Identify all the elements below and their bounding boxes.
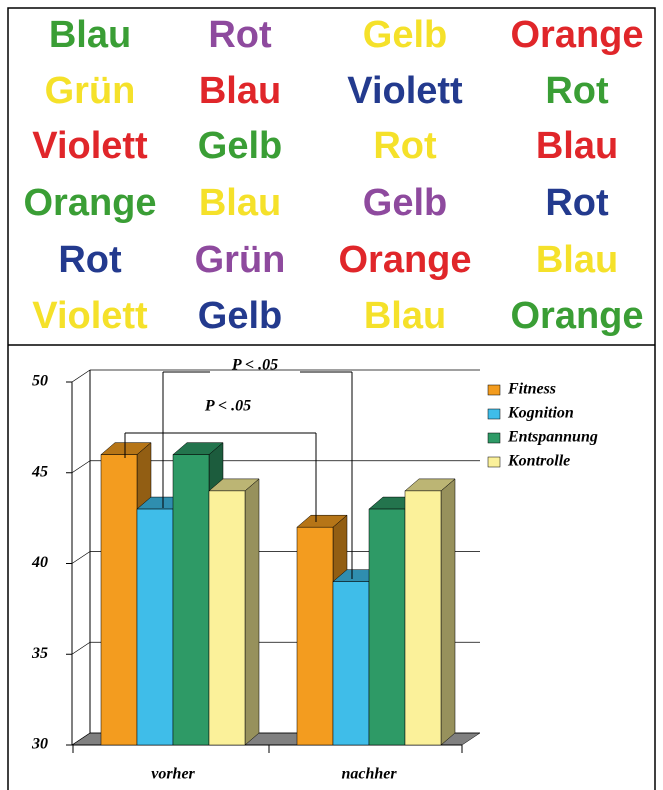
legend-swatch: [487, 432, 501, 444]
bar: [296, 526, 334, 746]
y-tick-label: 30: [31, 736, 48, 753]
word: Rot: [373, 125, 437, 167]
word: Blau: [536, 239, 618, 281]
word: Gelb: [363, 182, 447, 224]
bar: [208, 490, 246, 746]
word: Gelb: [198, 295, 282, 337]
word: Blau: [364, 295, 446, 337]
y-tick-label: 45: [31, 463, 48, 480]
bar: [332, 581, 370, 746]
word: Orange: [510, 295, 643, 337]
y-tick-label: 50: [32, 373, 48, 390]
word: Orange: [510, 14, 643, 56]
legend-label: Kontrolle: [507, 453, 570, 470]
word: Orange: [23, 182, 156, 224]
word: Violett: [32, 125, 148, 167]
annotation: P < .05: [231, 357, 278, 374]
annotation: P < .05: [204, 398, 251, 415]
word: Gelb: [363, 14, 447, 56]
x-tick-label: nachher: [341, 766, 397, 783]
word: Blau: [199, 70, 281, 112]
word: Grün: [195, 239, 286, 281]
word: Blau: [536, 125, 618, 167]
plot-back: 30 35 40 45 50 vorher nachher: [31, 369, 481, 783]
bar-side: [440, 478, 456, 746]
word: Rot: [208, 14, 272, 56]
bar: [100, 454, 138, 746]
bar-side: [244, 478, 260, 746]
grid-line: [71, 551, 91, 564]
grid-line: [71, 641, 91, 655]
legend-swatch: [487, 456, 501, 468]
y-tick-label: 35: [31, 645, 48, 662]
frame: [7, 7, 656, 790]
legend-swatch: [487, 384, 501, 396]
bar: [368, 508, 406, 746]
legend-label: Fitness: [507, 381, 556, 398]
word: Blau: [49, 14, 131, 56]
word: Orange: [338, 239, 471, 281]
grid-line: [71, 369, 91, 383]
word: Gelb: [198, 125, 282, 167]
legend-swatch: [487, 408, 501, 420]
legend-label: Kognition: [507, 405, 574, 422]
bar: [136, 508, 174, 746]
grid-line: [71, 460, 91, 474]
word: Violett: [347, 70, 463, 112]
bar: [172, 454, 210, 746]
legend-label: Entspannung: [507, 429, 598, 446]
x-tick-label: vorher: [151, 766, 195, 783]
bar: [404, 490, 442, 746]
word: Rot: [58, 239, 122, 281]
word: Blau: [199, 182, 281, 224]
word: Rot: [545, 182, 609, 224]
word: Violett: [32, 295, 148, 337]
word-grid: Blau Rot Gelb Orange Grün Blau Violett Rot Viole…: [23, 14, 643, 337]
word: Rot: [545, 70, 609, 112]
grid-line: [71, 732, 91, 746]
y-tick-label: 40: [31, 554, 48, 571]
word: Grün: [45, 70, 136, 112]
label-bg: [200, 396, 260, 416]
